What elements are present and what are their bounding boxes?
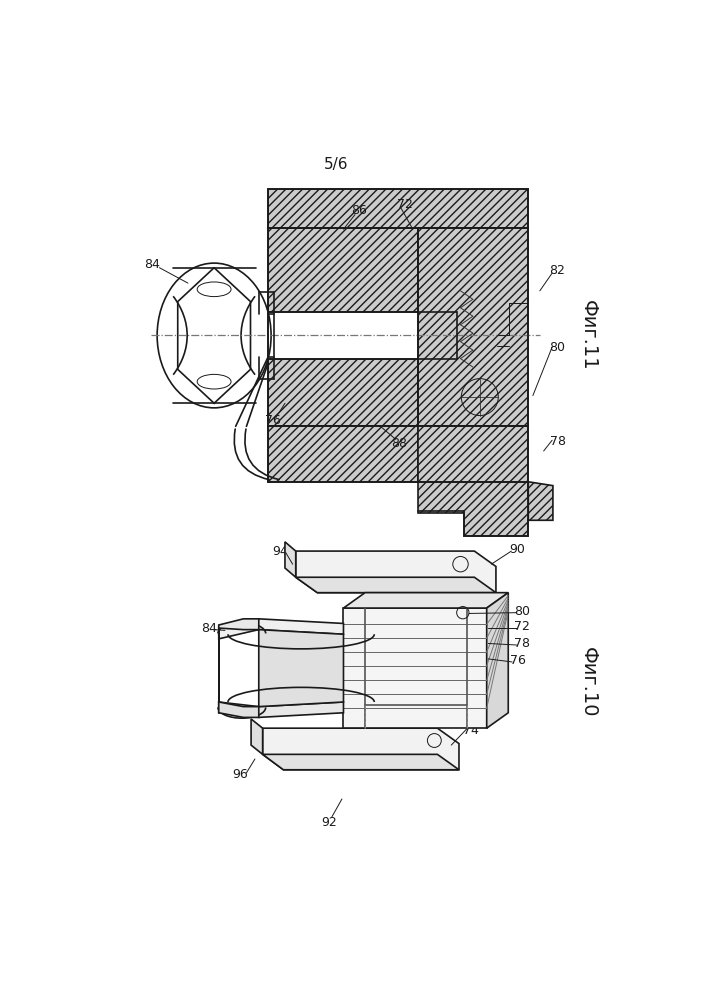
Text: 72: 72 [397,198,413,211]
Polygon shape [268,228,418,313]
Text: 76: 76 [510,654,526,667]
Text: 84: 84 [200,621,217,634]
Text: 72: 72 [514,620,530,633]
Polygon shape [251,719,263,754]
Text: 80: 80 [550,341,566,354]
Text: 78: 78 [550,436,566,449]
Polygon shape [219,702,259,717]
Polygon shape [296,551,496,592]
Polygon shape [343,608,486,728]
Polygon shape [529,482,553,520]
Polygon shape [296,577,496,592]
Polygon shape [418,228,529,427]
Text: 5/6: 5/6 [324,157,348,172]
Text: 92: 92 [322,815,337,828]
Text: 82: 82 [550,265,566,278]
Text: 94: 94 [273,544,288,557]
Polygon shape [259,629,343,706]
Text: 74: 74 [463,724,479,737]
Text: 90: 90 [509,543,524,556]
Polygon shape [219,618,343,638]
Text: Фиг.10: Фиг.10 [579,646,598,717]
Polygon shape [418,427,550,535]
Text: 86: 86 [351,204,367,217]
Polygon shape [263,754,459,770]
Polygon shape [285,541,296,577]
Polygon shape [219,618,259,629]
Polygon shape [268,427,418,482]
Text: 76: 76 [265,414,280,427]
Text: 88: 88 [391,437,407,450]
Polygon shape [268,359,418,427]
Polygon shape [263,728,459,770]
Polygon shape [219,702,343,717]
Text: 80: 80 [514,604,530,617]
Text: Фиг.11: Фиг.11 [579,300,598,371]
Text: 78: 78 [514,637,530,650]
Polygon shape [268,189,529,228]
Polygon shape [486,592,508,728]
Text: 84: 84 [144,258,161,271]
Polygon shape [343,592,508,608]
Text: 96: 96 [233,768,248,781]
